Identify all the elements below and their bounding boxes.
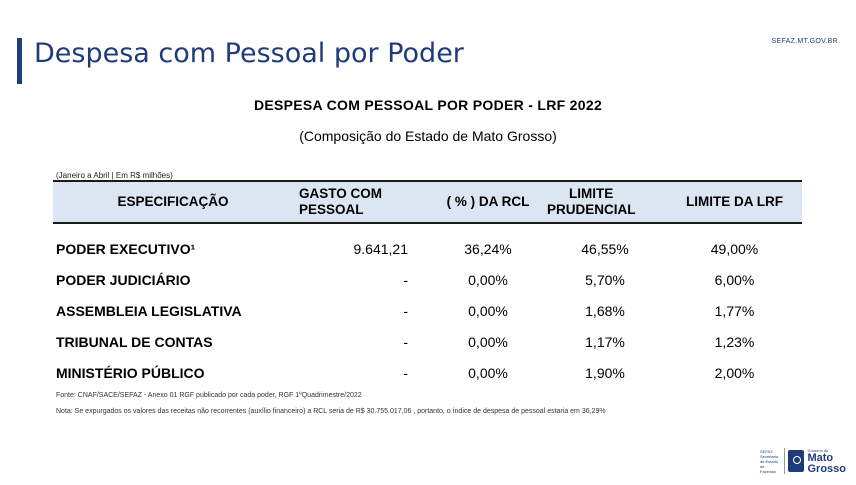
table-row: MINISTÉRIO PÚBLICO - 0,00% 1,90% 2,00% [53,357,802,388]
row-rcl: 0,00% [468,364,508,381]
report-subtitle: (Composição do Estado de Mato Grosso) [299,128,557,144]
table-row: TRIBUNAL DE CONTAS - 0,00% 1,17% 1,23% [53,326,802,357]
header-lrf: LIMITE DA LRF [686,194,783,209]
row-lrf: 2,00% [714,364,755,381]
row-lrf: 1,23% [714,333,755,350]
site-url: SEFAZ.MT.GOV.BR [771,38,838,45]
header-gasto-line2: PESSOAL [299,202,364,217]
row-gasto: 9.641,21 [353,240,409,257]
footnote: Nota: Se expurgados os valores das recei… [56,408,606,415]
header-gasto-line1: GASTO COM [299,186,383,201]
row-prudencial: 1,17% [585,333,625,350]
expense-table: ESPECIFICAÇÃO GASTO COM PESSOAL ( % ) DA… [53,180,802,388]
row-rcl: 0,00% [468,271,508,288]
row-name: PODER JUDICIÁRIO [56,271,191,288]
row-rcl: 0,00% [468,333,508,350]
row-prudencial: 1,90% [585,364,625,381]
row-name: ASSEMBLEIA LEGISLATIVA [56,302,242,319]
table-header: ESPECIFICAÇÃO GASTO COM PESSOAL ( % ) DA… [53,180,802,224]
logo-line2: Grosso [807,462,846,475]
row-prudencial: 5,70% [585,271,625,288]
table-row: ASSEMBLEIA LEGISLATIVA - 0,00% 1,68% 1,7… [53,295,802,326]
row-rcl: 36,24% [464,240,512,257]
header-prud-line2: PRUDENCIAL [547,202,636,217]
mato-grosso-logo: SEFAZ Secretaria de Estado de Fazenda Go… [760,446,846,476]
header-prudencial: LIMITE PRUDENCIAL [543,186,667,218]
table-body: PODER EXECUTIVO¹ 9.641,21 36,24% 46,55% … [53,233,802,388]
logo-line1: Mato [807,451,834,464]
logo-divider [783,448,785,474]
row-gasto: - [403,364,408,381]
row-gasto: - [403,333,408,350]
source-note: Fonte: CNAF/SACE/SEFAZ - Anexo 01 RGF pu… [56,392,362,399]
header-prud-line1: LIMITE [569,186,614,201]
row-name: MINISTÉRIO PÚBLICO [56,364,205,381]
logo-top-text: Governo de [807,447,829,453]
row-gasto: - [403,271,408,288]
row-name: TRIBUNAL DE CONTAS [56,333,213,350]
row-prudencial: 46,55% [581,240,629,257]
row-lrf: 6,00% [714,271,755,288]
sefaz-logo-text: SEFAZ Secretaria de Estado de Fazenda [760,448,779,474]
logo-wordmark: Governo de Mato Grosso [807,448,846,475]
row-name: PODER EXECUTIVO¹ [56,240,196,257]
header-rcl: ( % ) DA RCL [446,194,530,209]
row-lrf: 1,77% [714,302,755,319]
row-lrf: 49,00% [710,240,759,257]
period-label: (Janeiro a Abril | Em R$ milhões) [56,171,173,180]
state-seal-icon [788,450,805,472]
slide-title: Despesa com Pessoal por Poder [34,38,464,69]
table-row: PODER EXECUTIVO¹ 9.641,21 36,24% 46,55% … [53,233,802,264]
header-spec: ESPECIFICAÇÃO [117,194,229,209]
row-prudencial: 1,68% [585,302,625,319]
report-title: DESPESA COM PESSOAL POR PODER - LRF 2022 [253,97,603,113]
table-row: PODER JUDICIÁRIO - 0,00% 5,70% 6,00% [53,264,802,295]
title-accent-bar [17,38,22,84]
row-rcl: 0,00% [468,302,508,319]
header-gasto: GASTO COM PESSOAL [293,186,433,218]
row-gasto: - [403,302,408,319]
